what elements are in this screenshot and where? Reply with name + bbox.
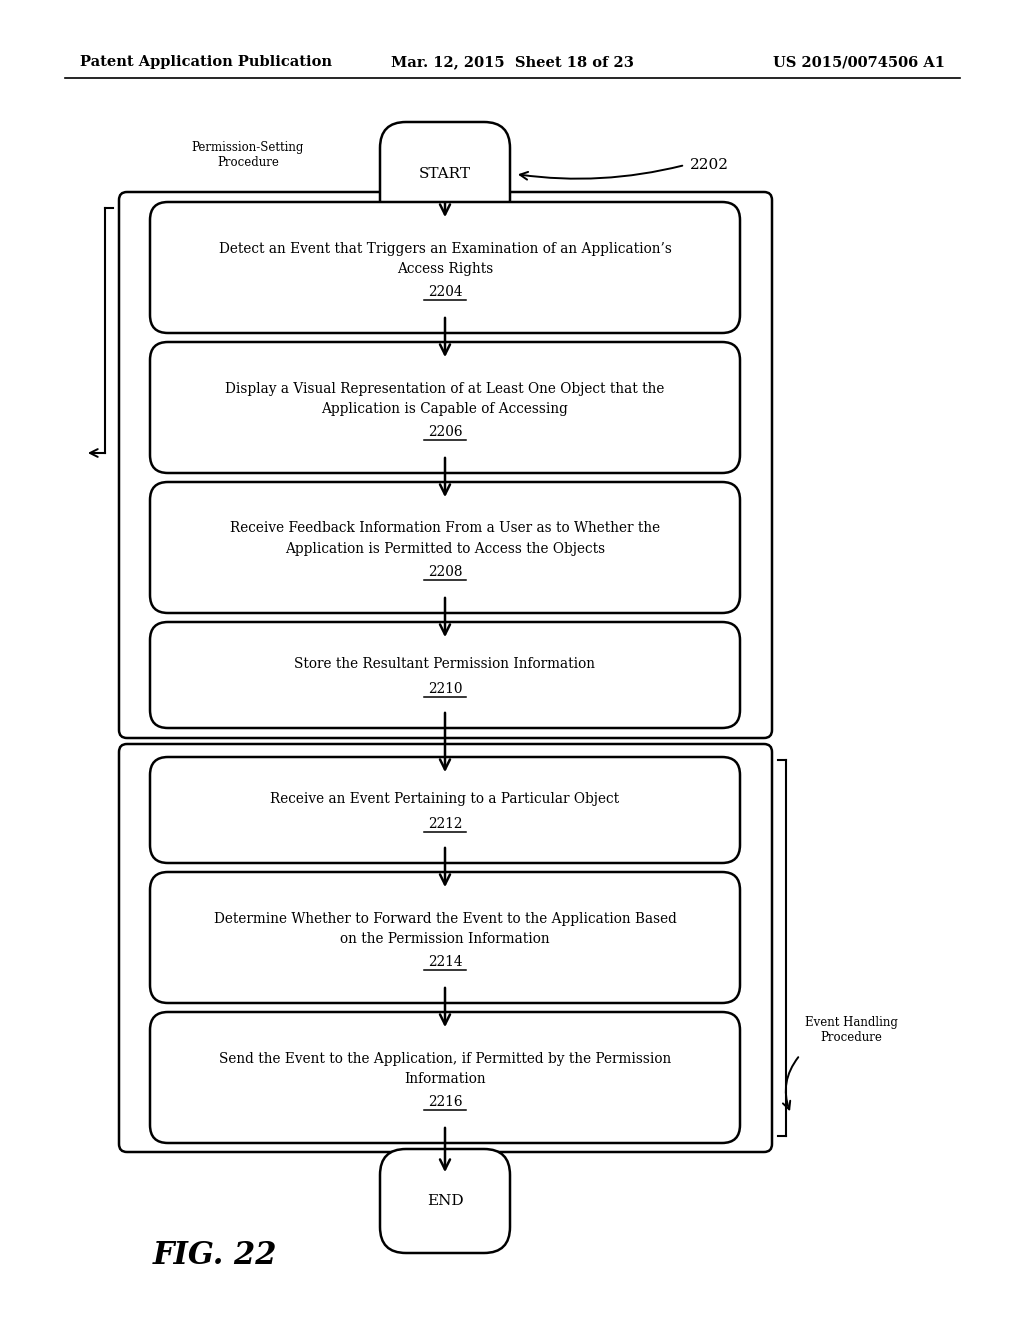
Text: 2216: 2216 [428, 1096, 462, 1109]
Text: END: END [427, 1195, 463, 1208]
Text: Permission-Setting
Procedure: Permission-Setting Procedure [191, 141, 304, 169]
Text: on the Permission Information: on the Permission Information [340, 932, 550, 946]
FancyBboxPatch shape [150, 756, 740, 863]
Text: Store the Resultant Permission Information: Store the Resultant Permission Informati… [295, 657, 596, 671]
Text: Event Handling
Procedure: Event Handling Procedure [805, 1016, 898, 1044]
Text: 2206: 2206 [428, 425, 462, 440]
Text: 2210: 2210 [428, 682, 462, 696]
Text: Display a Visual Representation of at Least One Object that the: Display a Visual Representation of at Le… [225, 381, 665, 396]
FancyBboxPatch shape [150, 873, 740, 1003]
Text: Mar. 12, 2015  Sheet 18 of 23: Mar. 12, 2015 Sheet 18 of 23 [390, 55, 634, 69]
Text: Determine Whether to Forward the Event to the Application Based: Determine Whether to Forward the Event t… [214, 912, 677, 925]
FancyBboxPatch shape [150, 1012, 740, 1143]
FancyBboxPatch shape [150, 202, 740, 333]
Text: Information: Information [404, 1072, 485, 1086]
Text: 2212: 2212 [428, 817, 462, 832]
Text: FIG. 22: FIG. 22 [153, 1239, 278, 1270]
FancyBboxPatch shape [150, 622, 740, 729]
FancyBboxPatch shape [380, 121, 510, 226]
Text: 2208: 2208 [428, 565, 462, 579]
Text: START: START [419, 168, 471, 181]
FancyBboxPatch shape [380, 1148, 510, 1253]
Text: Receive Feedback Information From a User as to Whether the: Receive Feedback Information From a User… [230, 521, 660, 536]
Text: Application is Permitted to Access the Objects: Application is Permitted to Access the O… [285, 543, 605, 557]
Text: 2204: 2204 [428, 285, 462, 300]
Text: Application is Capable of Accessing: Application is Capable of Accessing [322, 403, 568, 416]
Text: Send the Event to the Application, if Permitted by the Permission: Send the Event to the Application, if Pe… [219, 1052, 671, 1065]
Text: 2214: 2214 [428, 956, 462, 969]
FancyBboxPatch shape [150, 482, 740, 612]
FancyBboxPatch shape [150, 342, 740, 473]
Text: Access Rights: Access Rights [397, 263, 494, 276]
Text: US 2015/0074506 A1: US 2015/0074506 A1 [773, 55, 945, 69]
Text: Detect an Event that Triggers an Examination of an Application’s: Detect an Event that Triggers an Examina… [218, 242, 672, 256]
Text: 2202: 2202 [690, 158, 729, 172]
Text: Patent Application Publication: Patent Application Publication [80, 55, 332, 69]
Text: Receive an Event Pertaining to a Particular Object: Receive an Event Pertaining to a Particu… [270, 792, 620, 805]
